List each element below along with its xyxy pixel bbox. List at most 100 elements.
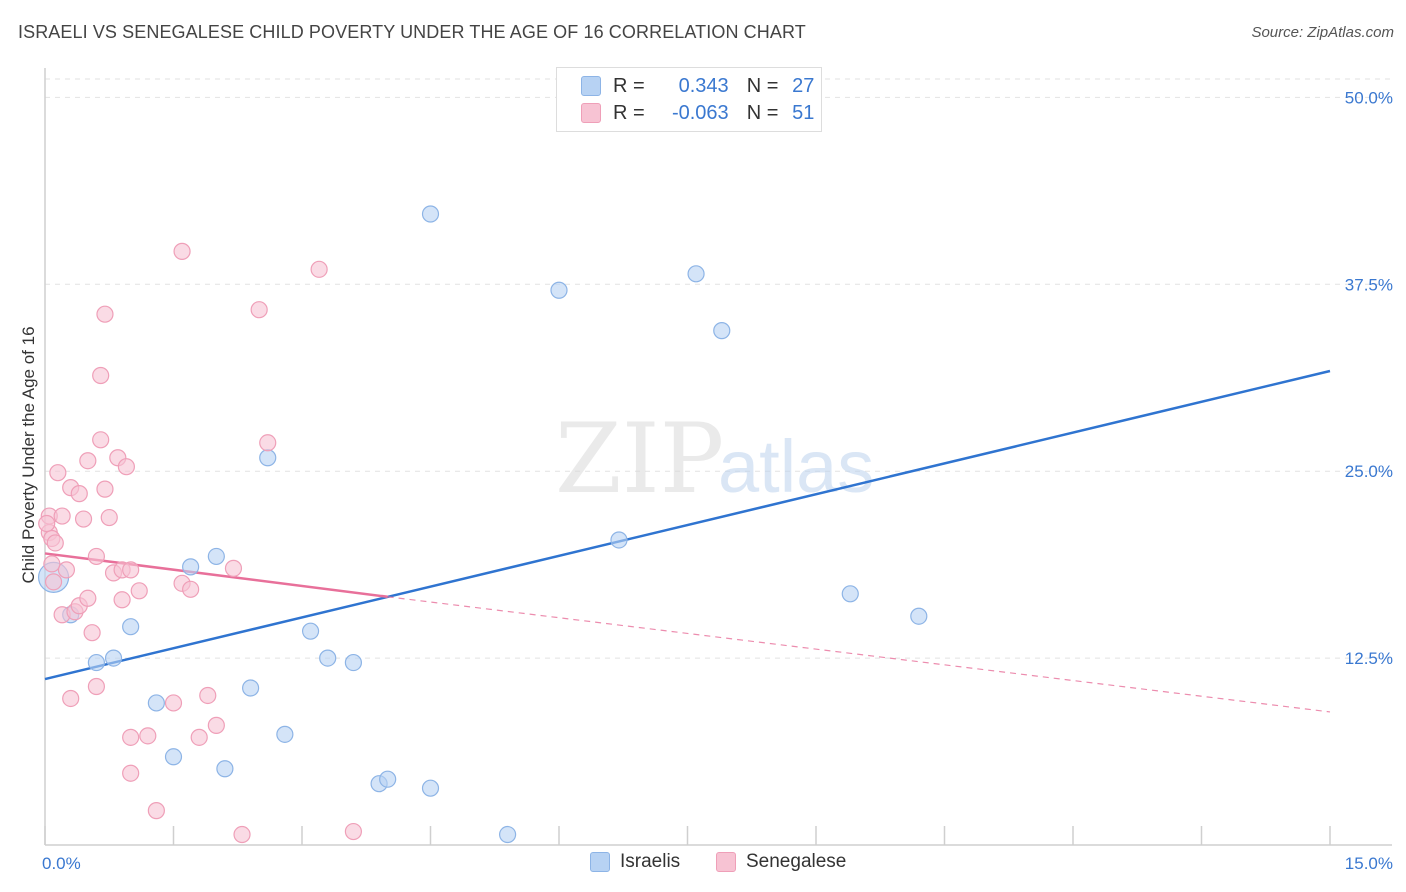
point-israelis-2 — [87, 653, 106, 672]
point-senegalese-12 — [70, 485, 88, 503]
point-senegalese-40 — [190, 728, 208, 746]
point-senegalese-19 — [87, 677, 106, 696]
y-tick-label-1: 25.0% — [1345, 462, 1393, 481]
point-senegalese-21 — [92, 366, 110, 385]
point-senegalese-22 — [96, 480, 114, 498]
point-israelis-12 — [276, 725, 294, 743]
legend-n-label: N = — [746, 74, 779, 97]
point-israelis-19 — [421, 205, 440, 223]
point-israelis-25 — [841, 585, 859, 603]
point-israelis-13 — [301, 622, 320, 640]
legend-n-value-senegalese: 51 — [792, 101, 815, 124]
point-israelis-15 — [344, 653, 362, 672]
point-senegalese-7 — [53, 507, 71, 525]
bottom-legend-label-israelis: Israelis — [620, 851, 681, 872]
watermark-zip: ZIP — [555, 403, 724, 515]
chart-title: ISRAELI VS SENEGALESE CHILD POVERTY UNDE… — [18, 22, 806, 42]
point-israelis-18 — [421, 779, 440, 797]
data-points — [37, 205, 928, 844]
point-israelis-11 — [259, 449, 277, 467]
point-israelis-5 — [147, 694, 165, 712]
legend-swatch-senegalese — [581, 103, 601, 123]
point-senegalese-36 — [164, 694, 183, 712]
legend-row-israelis: R = 0.343 N = 27 — [581, 74, 814, 98]
point-senegalese-41 — [199, 686, 217, 705]
point-senegalese-3 — [44, 573, 63, 591]
point-senegalese-23 — [96, 305, 114, 323]
legend-r-value-senegalese: -0.063 — [671, 101, 729, 124]
point-senegalese-18 — [87, 547, 106, 566]
point-israelis-24 — [713, 322, 731, 340]
point-senegalese-45 — [250, 301, 268, 319]
point-senegalese-15 — [79, 589, 97, 607]
watermark-atlas: atlas — [718, 425, 874, 508]
point-senegalese-34 — [139, 727, 157, 745]
point-israelis-20 — [499, 825, 517, 844]
point-israelis-14 — [319, 649, 337, 667]
x-tick-label-max: 15.0% — [1345, 854, 1393, 873]
point-senegalese-10 — [62, 689, 80, 708]
point-senegalese-46 — [259, 434, 277, 452]
y-axis-label: Child Poverty Under the Age of 16 — [19, 326, 38, 583]
point-senegalese-4 — [46, 534, 64, 552]
bottom-legend-israelis: Israelis — [590, 851, 680, 873]
gridlines — [45, 78, 1392, 659]
legend-r-label: R = — [613, 74, 645, 97]
point-senegalese-50 — [43, 555, 61, 573]
point-israelis-10 — [242, 679, 260, 697]
point-israelis-22 — [610, 531, 628, 549]
point-israelis-8 — [207, 547, 225, 566]
bottom-legend-swatch-israelis — [590, 852, 610, 872]
y-tick-label-3: 50.0% — [1345, 88, 1393, 107]
tick-labels: 12.5% 25.0% 37.5% 50.0% 0.0% 15.0% — [42, 88, 1393, 873]
point-senegalese-14 — [74, 510, 93, 528]
point-senegalese-47 — [310, 260, 328, 278]
point-israelis-21 — [550, 281, 568, 299]
point-senegalese-8 — [57, 561, 76, 579]
point-israelis-17 — [379, 770, 397, 788]
bottom-legend-senegalese: Senegalese — [716, 851, 846, 873]
bottom-legend-label-senegalese: Senegalese — [746, 851, 847, 872]
legend-r-label: R = — [613, 101, 645, 124]
point-israelis-26 — [910, 607, 928, 625]
legend-n-value-israelis: 27 — [792, 74, 815, 97]
point-senegalese-33 — [130, 582, 148, 600]
y-tick-label-2: 37.5% — [1345, 275, 1393, 294]
watermark: ZIP atlas — [555, 403, 874, 515]
point-senegalese-5 — [49, 464, 67, 482]
trend-line-israelis — [44, 369, 1331, 681]
point-senegalese-35 — [147, 802, 165, 820]
point-senegalese-48 — [344, 822, 362, 841]
legend-r-value-israelis: 0.343 — [678, 74, 729, 97]
point-senegalese-29 — [117, 458, 135, 476]
legend-n-label: N = — [746, 101, 779, 124]
point-senegalese-20 — [92, 431, 110, 449]
y-tick-label-0: 12.5% — [1345, 649, 1393, 668]
point-israelis-3 — [104, 649, 123, 667]
point-senegalese-17 — [83, 624, 101, 642]
point-senegalese-44 — [233, 825, 251, 844]
source-label: Source: ZipAtlas.com — [1251, 24, 1394, 41]
correlation-legend: R = 0.343 N = 27 R = -0.063 N = 51 — [556, 67, 822, 132]
point-senegalese-43 — [224, 559, 243, 577]
point-senegalese-38 — [173, 242, 191, 260]
x-tick-label-min: 0.0% — [42, 854, 81, 873]
trend-extension-senegalese — [387, 596, 1331, 713]
point-senegalese-16 — [79, 452, 97, 470]
point-israelis-4 — [122, 618, 140, 636]
point-senegalese-42 — [207, 716, 225, 734]
axes — [44, 68, 1392, 846]
legend-row-senegalese: R = -0.063 N = 51 — [581, 101, 814, 125]
legend-swatch-israelis — [581, 76, 601, 96]
point-israelis-23 — [687, 265, 705, 283]
point-israelis-6 — [164, 748, 183, 766]
point-israelis-9 — [216, 760, 234, 778]
point-senegalese-28 — [113, 591, 131, 609]
point-senegalese-49 — [38, 514, 56, 533]
point-israelis-7 — [182, 558, 200, 576]
point-senegalese-30 — [122, 561, 140, 579]
point-senegalese-31 — [122, 764, 140, 782]
bottom-legend-swatch-senegalese — [716, 852, 736, 872]
point-senegalese-32 — [122, 728, 140, 746]
